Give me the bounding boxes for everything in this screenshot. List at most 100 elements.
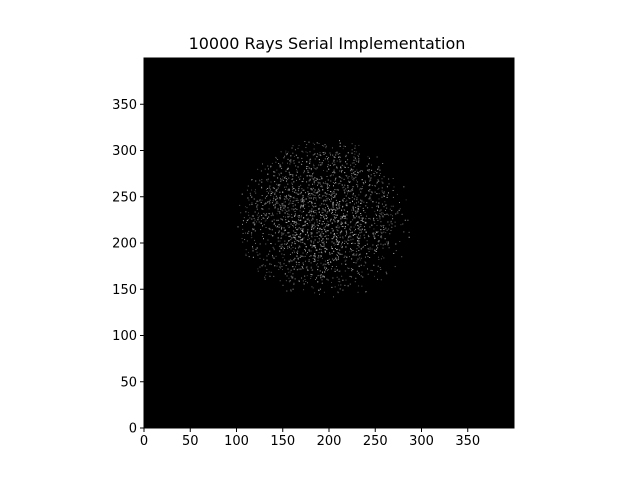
ray-point xyxy=(349,190,351,192)
ray-point xyxy=(385,271,387,273)
ray-points xyxy=(237,140,410,298)
ray-point xyxy=(354,243,356,245)
ray-point xyxy=(350,190,352,192)
ray-point xyxy=(358,238,359,240)
ray-point xyxy=(309,151,311,153)
ray-point xyxy=(255,189,256,191)
ray-point xyxy=(283,263,285,265)
ray-point xyxy=(267,239,269,241)
ray-point xyxy=(397,211,399,213)
ray-point xyxy=(298,217,300,219)
ray-point xyxy=(289,172,291,174)
ray-point xyxy=(282,203,284,205)
ray-point xyxy=(288,227,290,228)
ray-point xyxy=(304,260,306,262)
ray-point xyxy=(312,194,314,196)
ray-point xyxy=(257,200,259,202)
ray-point xyxy=(347,167,349,169)
ray-point xyxy=(336,221,338,223)
ray-point xyxy=(357,216,359,218)
ray-point xyxy=(360,203,362,204)
ray-point xyxy=(269,250,271,252)
ray-point xyxy=(270,193,272,194)
ray-point xyxy=(331,212,332,214)
ray-point xyxy=(319,161,321,163)
ray-point xyxy=(327,221,329,223)
ray-point xyxy=(282,257,284,259)
ray-point xyxy=(282,191,284,193)
ray-point xyxy=(337,258,339,260)
ray-point xyxy=(306,266,308,268)
ray-point xyxy=(383,212,384,214)
ray-point xyxy=(271,213,273,215)
ray-point xyxy=(269,228,271,230)
ray-point xyxy=(358,265,360,267)
ray-point xyxy=(289,174,291,176)
ray-point xyxy=(295,221,297,223)
ray-point xyxy=(315,249,317,251)
ray-point xyxy=(319,190,321,192)
ray-point xyxy=(320,273,322,275)
ray-point xyxy=(328,208,330,210)
ray-point xyxy=(300,233,302,235)
ray-point xyxy=(277,177,279,179)
ray-point xyxy=(259,179,261,181)
ray-point xyxy=(338,278,340,280)
ray-point xyxy=(329,175,331,177)
ray-point xyxy=(377,188,379,190)
ray-point xyxy=(378,241,380,243)
ray-point xyxy=(344,217,346,219)
ray-point xyxy=(339,159,341,161)
ray-point xyxy=(377,271,378,273)
ray-point xyxy=(363,201,365,203)
ray-point xyxy=(316,249,318,251)
ray-point xyxy=(323,246,325,248)
ray-point xyxy=(342,223,343,225)
ray-point xyxy=(289,246,290,248)
ray-point xyxy=(302,189,304,191)
ray-point xyxy=(358,156,359,158)
ray-point xyxy=(269,199,271,201)
ray-point xyxy=(293,160,295,162)
ray-point xyxy=(276,265,278,267)
ray-point xyxy=(283,227,285,229)
ray-point xyxy=(321,231,323,233)
ray-point xyxy=(321,163,323,165)
ray-point xyxy=(331,211,333,213)
ray-point xyxy=(378,256,379,258)
ray-point xyxy=(298,145,300,147)
ray-point xyxy=(342,279,344,281)
ray-point xyxy=(267,192,269,194)
ray-point xyxy=(379,267,381,268)
ray-point xyxy=(301,215,302,217)
ray-point xyxy=(333,208,335,210)
ray-point xyxy=(326,278,328,280)
ray-point xyxy=(390,205,392,207)
ray-point xyxy=(288,262,290,264)
ray-point xyxy=(364,237,366,239)
ray-point xyxy=(281,203,283,205)
ray-point xyxy=(307,191,309,193)
ray-point xyxy=(256,208,258,210)
ray-point xyxy=(336,151,338,153)
ray-point xyxy=(284,155,286,157)
ray-point xyxy=(382,182,384,184)
ray-point xyxy=(251,196,253,198)
ray-point xyxy=(317,241,319,243)
ray-point xyxy=(366,202,368,204)
ray-point xyxy=(308,249,310,251)
ray-point xyxy=(301,255,303,257)
ray-point xyxy=(358,153,360,155)
ray-point xyxy=(284,206,286,208)
ray-point xyxy=(327,262,329,264)
ray-point xyxy=(356,236,358,238)
ray-point xyxy=(360,202,362,204)
ray-point xyxy=(356,199,358,201)
ray-point xyxy=(306,175,308,177)
ray-point xyxy=(271,202,273,204)
ray-point xyxy=(383,257,385,259)
ray-point xyxy=(284,201,286,203)
ray-point xyxy=(289,280,291,282)
ray-point xyxy=(371,224,373,226)
ray-point xyxy=(315,211,317,213)
